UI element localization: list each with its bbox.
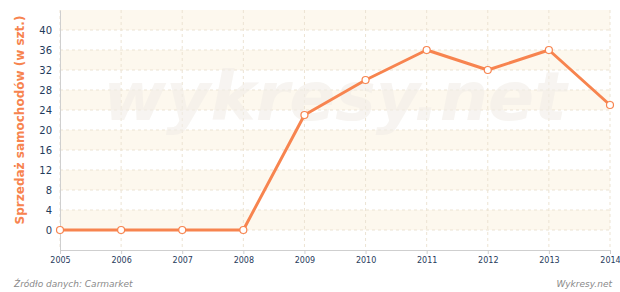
y-axis-line xyxy=(60,11,61,251)
x-tick-label: 2013 xyxy=(539,256,559,265)
bands xyxy=(60,10,610,230)
y-tick: 4 xyxy=(46,205,60,216)
grid-line-x xyxy=(610,10,611,250)
x-tick: 2014 xyxy=(600,250,620,265)
x-tick: 2012 xyxy=(478,250,498,265)
x-tick: 2006 xyxy=(111,250,131,265)
y-tick: 12 xyxy=(39,165,60,176)
x-tick-mark xyxy=(549,250,550,254)
plot: wykresy.net04812162024283236402005200620… xyxy=(39,10,620,265)
x-tick-mark xyxy=(182,250,183,254)
x-tick-label: 2011 xyxy=(417,256,437,265)
x-tick-label: 2010 xyxy=(356,256,376,265)
grid-line-y xyxy=(60,50,610,51)
y-tick: 36 xyxy=(39,45,60,56)
y-tick: 28 xyxy=(39,85,60,96)
x-tick-mark xyxy=(366,250,367,254)
y-tick-label: 20 xyxy=(39,125,52,136)
chart-container: wykresy.net04812162024283236402005200620… xyxy=(0,0,620,292)
x-tick-label: 2005 xyxy=(50,256,70,265)
y-tick-label: 16 xyxy=(39,145,52,156)
grid-line-y xyxy=(60,190,610,191)
marker xyxy=(301,112,308,119)
series xyxy=(57,47,614,234)
band xyxy=(60,10,610,30)
marker xyxy=(240,227,247,234)
grid-line-x xyxy=(60,10,61,250)
y-tick-label: 0 xyxy=(46,225,52,236)
y-tick-label: 24 xyxy=(39,105,52,116)
x-axis: 2005 2006 2007 2008 2009 2010 2011 2012 2013 2014 xyxy=(50,250,620,265)
x-tick-mark xyxy=(488,250,489,254)
x-axis-line xyxy=(61,250,611,251)
x-tick-label: 2012 xyxy=(478,256,498,265)
y-axis: 0 4 8 12 16 20 24 28 32 36 40 xyxy=(39,11,60,251)
band xyxy=(60,210,610,230)
marker xyxy=(118,227,125,234)
y-tick-label: 4 xyxy=(46,205,52,216)
x-tick: 2007 xyxy=(173,250,193,265)
marker xyxy=(484,67,491,74)
source: Źródło danych: Carmarket xyxy=(13,278,133,289)
grid-line-y xyxy=(60,210,610,211)
x-tick: 2009 xyxy=(295,250,315,265)
grid-line-y xyxy=(60,170,610,171)
y-tick-label: 12 xyxy=(39,165,52,176)
marker xyxy=(362,77,369,84)
y-tick-label: 36 xyxy=(39,45,52,56)
x-tick: 2013 xyxy=(539,250,559,265)
y-tick: 40 xyxy=(39,25,60,36)
credit: Wykresy.net xyxy=(556,279,612,289)
grid xyxy=(60,10,610,250)
marker xyxy=(179,227,186,234)
x-tick-mark xyxy=(427,250,428,254)
y-axis-title: Sprzedaż samochodów (w szt.) xyxy=(13,16,27,225)
x-tick: 2011 xyxy=(417,250,437,265)
marker xyxy=(607,102,614,109)
y-tick: 32 xyxy=(39,65,60,76)
x-tick-label: 2007 xyxy=(173,256,193,265)
y-tick: 8 xyxy=(46,185,60,196)
x-tick-label: 2008 xyxy=(234,256,254,265)
x-tick-label: 2006 xyxy=(111,256,131,265)
x-tick-mark xyxy=(304,250,305,254)
marker xyxy=(57,227,64,234)
x-tick-mark xyxy=(60,250,61,254)
y-tick-label: 8 xyxy=(46,185,52,196)
band xyxy=(60,170,610,190)
y-tick-label: 32 xyxy=(39,65,52,76)
grid-line-y xyxy=(60,30,610,31)
y-tick-label: 40 xyxy=(39,25,52,36)
x-tick-label: 2009 xyxy=(295,256,315,265)
marker xyxy=(423,47,430,54)
chart-svg: wykresy.net04812162024283236402005200620… xyxy=(0,0,620,292)
y-tick: 24 xyxy=(39,105,60,116)
x-tick: 2010 xyxy=(356,250,376,265)
y-tick-label: 28 xyxy=(39,85,52,96)
x-tick-mark xyxy=(243,250,244,254)
y-tick: 16 xyxy=(39,145,60,156)
line xyxy=(60,50,610,230)
marker xyxy=(545,47,552,54)
x-tick-mark xyxy=(610,250,611,254)
grid-line-y xyxy=(60,150,610,151)
x-tick: 2008 xyxy=(234,250,254,265)
x-tick-label: 2014 xyxy=(600,256,620,265)
x-tick: 2005 xyxy=(50,250,70,265)
y-tick: 20 xyxy=(39,125,60,136)
x-tick-mark xyxy=(121,250,122,254)
